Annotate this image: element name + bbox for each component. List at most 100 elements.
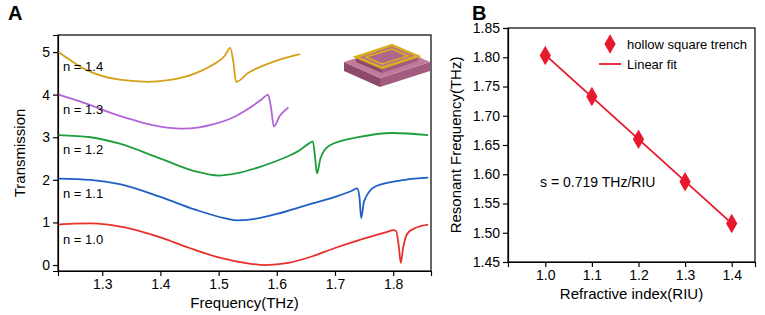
tick: 1.70 <box>473 108 508 124</box>
tick-label: 1.4 <box>722 267 742 283</box>
tick-label: 0 <box>42 257 50 273</box>
chart-panel: 1.0 1.1 1.2 1.3 1.4 1.45 1.50 1.55 1.60 1.65 1.70 1… <box>447 2 755 302</box>
y-axis: 1.451.501.551.601.651.701.751.801.85 <box>473 20 509 270</box>
annotation: s = 0.719 THz/RIU <box>540 174 655 190</box>
tick: 1.5 <box>209 271 229 292</box>
plot-frame <box>508 28 755 262</box>
series-line <box>59 178 429 221</box>
inset-shape <box>366 49 408 64</box>
tick-mark <box>503 145 508 146</box>
tick-label: 3 <box>42 129 50 145</box>
tick: 1.1 <box>583 262 603 283</box>
series-line <box>545 55 731 223</box>
tick-label: 1.2 <box>629 267 649 283</box>
legend-swatch <box>599 63 621 65</box>
tick-label: 1.3 <box>93 276 113 292</box>
axis-line <box>59 272 432 277</box>
tick-mark <box>503 57 508 58</box>
tick-label: 1.70 <box>473 108 500 124</box>
data-point <box>726 214 737 234</box>
tick-label: 1.50 <box>473 225 500 241</box>
tick: 1.60 <box>473 166 508 182</box>
tick-mark <box>53 52 58 53</box>
tick-label: 1.8 <box>384 276 404 292</box>
tick-label: 1.4 <box>151 276 171 292</box>
axis-line <box>53 36 59 272</box>
x-axis-title: Refractive index(RIU) <box>560 285 703 302</box>
series-line <box>59 223 429 265</box>
plot-area <box>59 48 429 265</box>
tick: 1.50 <box>473 225 508 241</box>
legend-swatch <box>604 34 615 54</box>
series-label: n = 1.0 <box>63 232 103 247</box>
series-label: n = 1.3 <box>63 102 103 117</box>
x-axis-title: Frequency(THz) <box>190 294 298 311</box>
inset-shape <box>356 45 418 68</box>
tick-label: 5 <box>42 44 50 60</box>
tick-label: 1.0 <box>536 267 556 283</box>
tick-label: 1.6 <box>268 276 288 292</box>
tick-label: 1.7 <box>326 276 346 292</box>
tick-label: 1.1 <box>583 267 603 283</box>
tick: 2 <box>42 172 58 188</box>
tick-mark <box>53 180 58 181</box>
tick: 1.4 <box>151 271 171 292</box>
tick: 1.80 <box>473 49 508 65</box>
tick: 1 <box>42 214 58 230</box>
panel-label: A <box>8 2 22 24</box>
y-axis-title: Resonant Frequency(THz) <box>447 57 464 234</box>
series-label: n = 1.1 <box>63 186 103 201</box>
series-label: n = 1.2 <box>63 142 103 157</box>
tick: 1.8 <box>384 271 404 292</box>
panel-label: B <box>472 2 486 24</box>
tick: 4 <box>42 87 58 103</box>
tick-label: 1.55 <box>473 195 500 211</box>
tick: 1.2 <box>629 262 649 283</box>
x-axis: 1.0 1.1 1.2 1.3 1.4 <box>509 262 756 283</box>
tick-label: 1.45 <box>473 254 500 270</box>
y-axis-title: Transmission <box>11 109 28 198</box>
tick-mark <box>503 203 508 204</box>
inset-device <box>344 45 430 87</box>
series-line <box>59 48 300 82</box>
tick: 1.65 <box>473 137 508 153</box>
series-line <box>59 133 429 176</box>
tick-mark <box>53 137 58 138</box>
tick: 1.75 <box>473 78 508 94</box>
tick-label: 1.5 <box>209 276 229 292</box>
legend-label: hollow square trench <box>627 37 747 52</box>
figure: 1.31.41.51.61.71.8012345n = 1.0n = 1.1n … <box>0 0 765 315</box>
legend-label: Linear fit <box>627 57 677 72</box>
tick-mark <box>53 222 58 223</box>
tick: 1.4 <box>722 262 742 283</box>
y-axis: 0 1 2 3 4 5 <box>42 36 58 274</box>
x-axis: 1.3 1.4 1.5 1.6 1.7 1.8 <box>59 271 432 292</box>
tick-mark <box>53 95 58 96</box>
series-label: n = 1.4 <box>63 59 103 74</box>
inset-shape <box>344 46 430 78</box>
tick-label: 1.3 <box>676 267 696 283</box>
tick: 1.45 <box>473 254 508 270</box>
series-line <box>59 95 289 129</box>
tick-label: 1.65 <box>473 137 500 153</box>
tick-label: 4 <box>42 87 50 103</box>
tick-mark <box>503 28 508 29</box>
chart-panel: 1.3 1.4 1.5 1.6 1.7 1.8 0 1 2 3 4 5 n = 1.0 n = 1.1 n … <box>8 2 432 311</box>
tick-label: 1.80 <box>473 49 500 65</box>
plot-area <box>540 46 738 233</box>
tick: 5 <box>42 44 58 60</box>
axis-line <box>503 29 509 263</box>
tick: 0 <box>42 257 58 273</box>
plot-frame <box>58 35 431 271</box>
tick-mark <box>503 116 508 117</box>
tick: 1.3 <box>676 262 696 283</box>
tick-label: 1 <box>42 214 50 230</box>
tick-mark <box>503 233 508 234</box>
tick-mark <box>503 86 508 87</box>
tick-mark <box>53 265 58 266</box>
tick: 1.3 <box>93 271 113 292</box>
tick: 1.0 <box>536 262 556 283</box>
legend: hollow square trench Linear fit <box>599 34 747 71</box>
tick: 1.55 <box>473 195 508 211</box>
tick: 3 <box>42 129 58 145</box>
